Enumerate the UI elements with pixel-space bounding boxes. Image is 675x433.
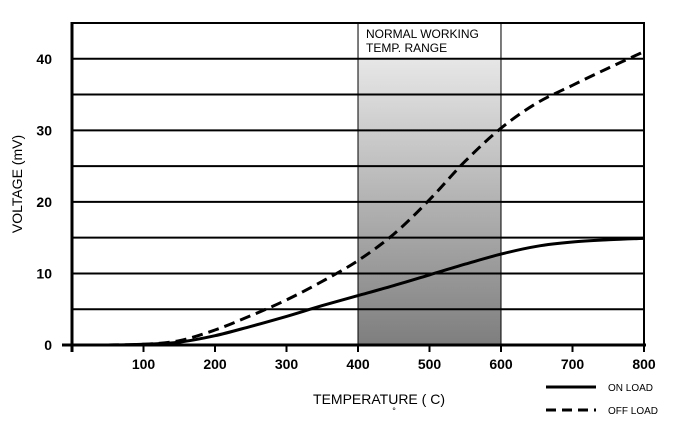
band-label-background bbox=[359, 24, 500, 60]
x-axis-title: TEMPERATURE ( C) bbox=[313, 391, 445, 407]
series-line-on-load bbox=[107, 236, 645, 347]
x-tick-label: 200 bbox=[203, 356, 227, 372]
grid-lines bbox=[72, 57, 644, 311]
y-axis-title: VOLTAGE (mV) bbox=[9, 135, 25, 233]
legend-label-off-load: OFF LOAD bbox=[608, 406, 658, 417]
y-tick-label: 10 bbox=[36, 265, 52, 281]
x-tick-label: 300 bbox=[275, 356, 299, 372]
series-layer bbox=[107, 50, 645, 347]
degree-symbol: ° bbox=[392, 406, 396, 416]
x-tick-label: 500 bbox=[418, 356, 442, 372]
y-tick-label: 20 bbox=[36, 194, 52, 210]
x-tick-label: 400 bbox=[346, 356, 370, 372]
y-tick-label: 0 bbox=[44, 337, 52, 353]
band-label-line2: TEMP. RANGE bbox=[366, 41, 447, 55]
band-label-line1: NORMAL WORKING bbox=[366, 27, 479, 41]
x-tick-label: 800 bbox=[632, 356, 656, 372]
y-tick-label: 40 bbox=[36, 51, 52, 67]
series-line-off-load bbox=[107, 50, 645, 347]
x-tick-label: 100 bbox=[132, 356, 156, 372]
legend-label-on-load: ON LOAD bbox=[608, 383, 653, 394]
x-tick-label: 600 bbox=[489, 356, 513, 372]
y-tick-label: 30 bbox=[36, 122, 52, 138]
normal-working-range-band bbox=[357, 22, 502, 346]
x-tick-label: 700 bbox=[561, 356, 585, 372]
legend: ON LOAD OFF LOAD bbox=[546, 383, 658, 417]
tick-layer: 100 200 300 400 500 600 700 800 0 10 20 30 40 bbox=[36, 51, 655, 372]
